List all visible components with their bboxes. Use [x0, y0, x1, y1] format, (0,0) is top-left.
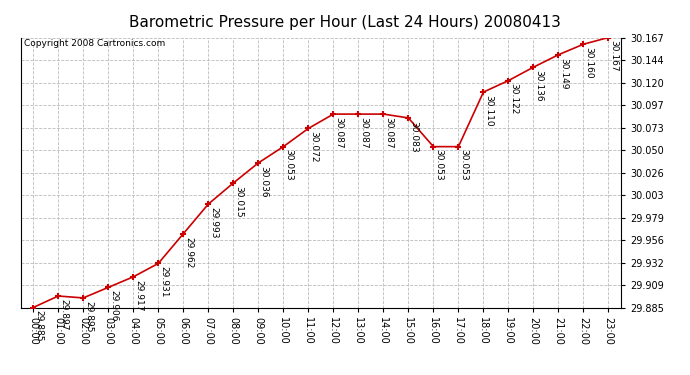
Text: 30.110: 30.110 — [484, 95, 493, 126]
Text: 30.072: 30.072 — [309, 131, 318, 163]
Text: Barometric Pressure per Hour (Last 24 Hours) 20080413: Barometric Pressure per Hour (Last 24 Ho… — [129, 15, 561, 30]
Text: 29.917: 29.917 — [135, 280, 144, 311]
Text: 29.897: 29.897 — [59, 299, 68, 330]
Text: 29.993: 29.993 — [209, 207, 218, 238]
Text: 30.149: 30.149 — [560, 57, 569, 89]
Text: 29.906: 29.906 — [109, 290, 118, 322]
Text: 30.087: 30.087 — [359, 117, 368, 148]
Text: 30.083: 30.083 — [409, 121, 418, 152]
Text: 30.036: 30.036 — [259, 166, 268, 197]
Text: 29.895: 29.895 — [84, 301, 93, 332]
Text: 30.167: 30.167 — [609, 40, 618, 72]
Text: 30.087: 30.087 — [335, 117, 344, 148]
Text: 30.136: 30.136 — [535, 70, 544, 102]
Text: 29.962: 29.962 — [184, 237, 193, 268]
Text: 29.885: 29.885 — [34, 310, 43, 342]
Text: 30.053: 30.053 — [284, 149, 293, 181]
Text: 30.087: 30.087 — [384, 117, 393, 148]
Text: 30.053: 30.053 — [460, 149, 469, 181]
Text: 29.931: 29.931 — [159, 266, 168, 298]
Text: 30.122: 30.122 — [509, 83, 518, 115]
Text: 30.015: 30.015 — [235, 186, 244, 218]
Text: 30.160: 30.160 — [584, 47, 593, 79]
Text: Copyright 2008 Cartronics.com: Copyright 2008 Cartronics.com — [23, 39, 165, 48]
Text: 30.053: 30.053 — [435, 149, 444, 181]
